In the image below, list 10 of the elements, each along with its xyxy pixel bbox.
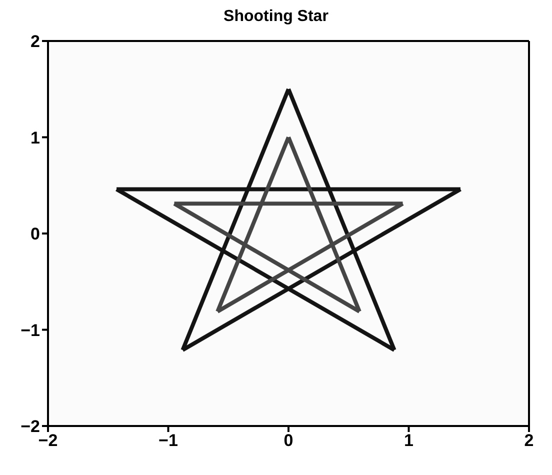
y-tick-label: 0	[30, 224, 40, 244]
x-tick-label: 1	[404, 431, 414, 450]
y-tick-label: 1	[30, 128, 40, 148]
y-tick-label: −2	[20, 417, 40, 436]
y-tick-label: 2	[30, 32, 40, 52]
x-tick-label: 0	[284, 431, 294, 450]
x-tick-label: 2	[524, 431, 534, 450]
chart-title: Shooting Star	[222, 8, 330, 26]
y-tick-label: −1	[20, 320, 40, 340]
x-tick-label: −1	[158, 431, 178, 450]
